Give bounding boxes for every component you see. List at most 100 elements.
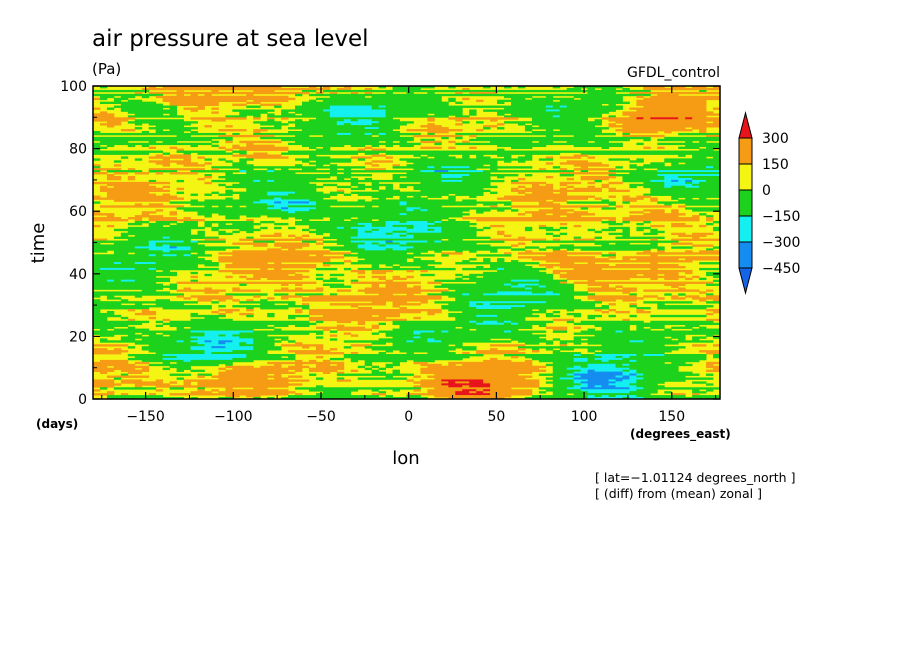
field-cell xyxy=(190,199,198,202)
y-tick-label: 100 xyxy=(60,79,87,95)
field-cell xyxy=(295,363,303,367)
field-cell xyxy=(545,381,575,384)
field-cell xyxy=(713,344,720,347)
field-cell xyxy=(469,381,484,384)
field-cell xyxy=(336,371,345,374)
field-cell xyxy=(93,136,233,140)
field-cell xyxy=(134,172,150,175)
field-cell xyxy=(692,236,700,239)
field-cell xyxy=(343,172,352,175)
field-cell xyxy=(169,373,191,376)
field-cell xyxy=(141,359,184,363)
field-cell xyxy=(302,168,317,171)
field-cell xyxy=(239,148,289,151)
field-cell xyxy=(232,164,254,167)
field-cell xyxy=(134,303,143,306)
field-cell xyxy=(476,156,491,159)
field-cell xyxy=(469,195,477,198)
field-cell xyxy=(629,115,707,118)
field-cell xyxy=(587,295,637,298)
field-cell xyxy=(385,363,400,367)
field-cell xyxy=(594,236,602,239)
field-cell xyxy=(322,183,338,187)
field-cell xyxy=(455,316,526,320)
field-cell xyxy=(93,148,101,151)
field-cell xyxy=(399,183,491,187)
field-cell xyxy=(573,236,582,239)
field-cell xyxy=(413,258,421,261)
field-cell xyxy=(587,279,595,283)
field-cell xyxy=(490,393,533,396)
field-cell xyxy=(211,301,219,304)
field-cell xyxy=(246,172,296,175)
field-cell xyxy=(176,191,184,194)
field-cell xyxy=(538,168,547,171)
field-cell xyxy=(169,283,177,286)
field-cell xyxy=(566,373,575,376)
field-cell xyxy=(406,207,421,210)
field-cell xyxy=(385,350,393,353)
field-cell xyxy=(524,187,554,191)
field-cell xyxy=(699,291,707,294)
field-cell xyxy=(99,187,164,191)
field-cell xyxy=(232,334,268,337)
field-cell xyxy=(225,293,268,296)
field-cell xyxy=(211,346,226,349)
field-cell xyxy=(197,230,205,234)
field-cell xyxy=(601,244,658,247)
field-cell xyxy=(580,389,637,392)
field-cell xyxy=(573,332,720,335)
field-cell xyxy=(218,224,254,228)
field-cell xyxy=(225,264,317,267)
field-cell xyxy=(336,289,352,292)
field-cell xyxy=(636,369,679,373)
field-cell xyxy=(385,111,463,114)
field-cell xyxy=(218,299,226,302)
x-tick-label: 0 xyxy=(404,409,413,425)
field-cell xyxy=(197,389,205,392)
field-cell xyxy=(134,252,191,255)
field-cell xyxy=(295,236,303,239)
field-cell xyxy=(232,109,275,112)
field-cell xyxy=(93,303,122,306)
field-cell xyxy=(608,222,623,226)
field-cell xyxy=(420,383,442,386)
y-axis-label: time xyxy=(28,223,49,264)
field-cell xyxy=(420,371,533,374)
field-cell xyxy=(706,373,714,376)
field-cell xyxy=(622,299,637,302)
field-cell xyxy=(93,389,101,392)
field-cell xyxy=(699,181,720,185)
field-cell xyxy=(371,195,393,198)
field-cell xyxy=(434,170,449,173)
field-cell xyxy=(253,130,261,134)
field-cell xyxy=(420,269,428,273)
field-cell xyxy=(441,283,505,286)
field-cell xyxy=(566,87,582,91)
field-cell xyxy=(302,228,310,232)
field-cell xyxy=(93,115,115,118)
field-cell xyxy=(455,273,463,277)
field-cell xyxy=(420,379,442,382)
field-cell xyxy=(190,359,254,363)
field-cell xyxy=(246,307,254,310)
field-cell xyxy=(580,175,616,179)
field-cell xyxy=(190,279,198,283)
field-cell xyxy=(559,191,568,194)
field-cell xyxy=(538,201,554,204)
field-cell xyxy=(566,277,630,281)
field-cell xyxy=(406,129,463,132)
field-cell xyxy=(427,312,435,316)
colorbar-box xyxy=(738,215,753,243)
field-cell xyxy=(392,174,442,177)
field-cell xyxy=(93,316,108,320)
field-cell xyxy=(246,395,261,398)
field-cell xyxy=(120,393,129,396)
field-cell xyxy=(183,379,310,382)
field-cell xyxy=(678,199,720,202)
field-cell xyxy=(308,312,400,316)
field-cell xyxy=(524,342,540,345)
field-cell xyxy=(406,248,498,251)
field-cell xyxy=(455,289,575,292)
